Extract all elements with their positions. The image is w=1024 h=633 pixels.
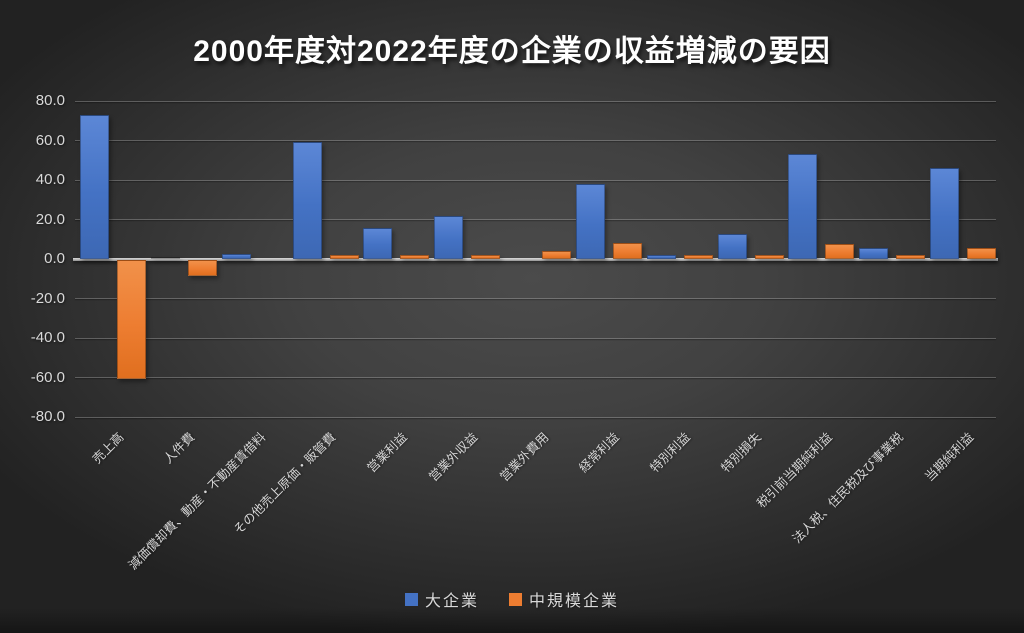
gridline: [75, 100, 996, 102]
bar-大企業-特別損失: [717, 234, 747, 259]
bar-大企業-その他売上原価・販管費: [292, 142, 322, 259]
gridline: [75, 179, 996, 181]
bar-大企業-営業外収益: [434, 215, 464, 259]
bar-中規模企業-特別損失: [754, 255, 784, 259]
x-axis-category-label: 当期純利益: [922, 430, 977, 485]
x-axis-zero-line: [73, 258, 998, 261]
gridline: [75, 377, 996, 378]
gridline: [75, 219, 996, 220]
y-axis-tick-label: 20.0: [35, 210, 65, 228]
bar-大企業-税引前当期純利益: [788, 154, 818, 259]
bar-大企業-当期純利益: [930, 168, 960, 259]
bar-中規模企業-当期純利益: [967, 248, 997, 259]
bar-大企業-減価償却費、動産・不動産賃借料: [221, 254, 251, 259]
bar-中規模企業-税引前当期純利益: [825, 244, 855, 259]
legend-label: 中規模企業: [529, 593, 620, 610]
y-axis-tick-label: 60.0: [35, 131, 65, 149]
bar-大企業-営業利益: [363, 228, 393, 259]
bar-大企業-人件費: [150, 257, 180, 260]
legend-label: 大企業: [424, 593, 479, 610]
bar-中規模企業-人件費: [187, 260, 217, 276]
legend-item-大企業: 大企業: [404, 587, 479, 611]
x-axis-category-label: 営業利益: [364, 430, 410, 476]
x-axis-category-label: 営業外費用: [497, 430, 552, 485]
bar-中規模企業-営業外費用: [542, 251, 572, 259]
x-axis-category-label: 減価償却費、動産・不動産賃借料: [125, 430, 269, 573]
bar-中規模企業-法人税、住民税及び事業税: [896, 255, 926, 259]
x-axis-category-label: 売上高: [89, 430, 127, 467]
plot-area: 80.0 60.0 40.0 20.0 0.0 -20.0 -40.0 -60.0 -80.0 売…: [31, 92, 998, 572]
gridline: [75, 298, 996, 299]
y-axis-tick-label: -80.0: [30, 408, 65, 425]
bar-大企業-法人税、住民税及び事業税: [859, 248, 889, 259]
bar-中規模企業-売上高: [117, 260, 146, 379]
bar-中規模企業-経常利益: [612, 243, 642, 259]
bar-中規模企業-営業利益: [400, 255, 430, 259]
gridline: [75, 416, 996, 418]
chart-title: 2000年度対2022年度の企業の収益増減の要因: [193, 35, 831, 68]
x-axis-category-label: 税引前当期純利益: [754, 430, 835, 511]
legend: 大企業 中規模企業: [0, 587, 1024, 611]
y-axis-tick-label: -40.0: [30, 329, 65, 346]
legend-swatch: [509, 592, 522, 606]
x-axis-category-label: 人件費: [160, 430, 198, 467]
bar-大企業-売上高: [80, 114, 109, 259]
legend-swatch: [404, 592, 418, 606]
x-axis-category-label: 経常利益: [576, 430, 623, 476]
x-axis-category-label: 特別利益: [647, 430, 694, 476]
x-axis-category-label: 特別損失: [718, 430, 764, 476]
x-axis-category-label: 営業外収益: [426, 430, 481, 485]
y-axis-tick-label: -60.0: [30, 368, 65, 386]
y-axis-tick-label: 0.0: [44, 250, 65, 267]
bar-中規模企業-特別利益: [683, 255, 713, 259]
gridline: [75, 337, 996, 339]
y-axis-tick-label: 80.0: [35, 92, 65, 109]
bar-中規模企業-営業外収益: [471, 255, 501, 259]
bar-大企業-特別利益: [646, 255, 676, 259]
y-axis-tick-label: -20.0: [30, 289, 65, 307]
bar-中規模企業-その他売上原価・販管費: [329, 255, 359, 259]
bar-大企業-経常利益: [575, 183, 605, 259]
y-axis-tick-label: 40.0: [35, 171, 65, 188]
legend-item-中規模企業: 中規模企業: [509, 587, 619, 611]
gridline: [75, 140, 996, 141]
